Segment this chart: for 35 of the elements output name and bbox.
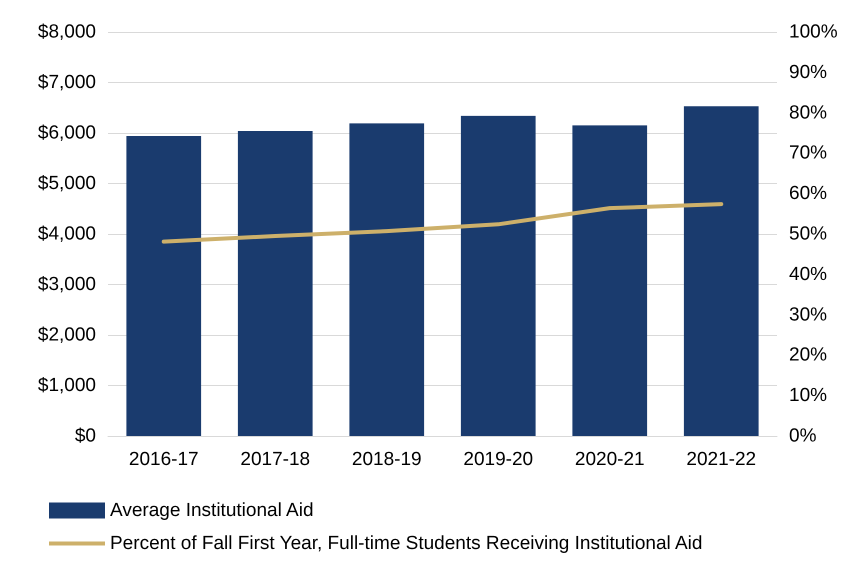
y-tick-label: $5,000	[38, 173, 96, 194]
legend-label: Percent of Fall First Year, Full-time Students Receiving Institutional Aid	[110, 533, 702, 554]
y2-tick-label: 70%	[789, 142, 828, 164]
x-tick-label: 2016-17	[128, 449, 199, 470]
y2-tick-label: 80%	[789, 102, 828, 124]
bar	[126, 136, 202, 436]
y2-tick-label: 60%	[789, 183, 828, 204]
y2-tick-label: 30%	[789, 304, 828, 326]
y2-tick-label: 20%	[789, 344, 828, 366]
y-tick-label: $0	[74, 426, 96, 446]
y2-tick-label: 10%	[789, 385, 828, 406]
legend-label: Average Institutional Aid	[110, 500, 314, 521]
y-tick-label: $4,000	[38, 224, 96, 244]
x-tick-label: 2018-19	[352, 449, 422, 470]
y2-tick-label: 50%	[789, 224, 828, 244]
y-tick-label: $2,000	[38, 324, 96, 346]
bar	[684, 106, 759, 436]
bar	[238, 130, 313, 436]
x-tick-label: 2019-20	[463, 449, 534, 470]
y-tick-label: $8,000	[38, 22, 96, 42]
y-tick-label: $6,000	[38, 122, 96, 144]
y-tick-label: $1,000	[38, 375, 96, 396]
x-tick-label: 2020-21	[574, 449, 645, 470]
x-tick-label: 2017-18	[240, 449, 310, 470]
bar	[460, 116, 536, 436]
y2-tick-label: 100%	[789, 22, 838, 42]
y-tick-label: $7,000	[38, 72, 96, 93]
x-tick-label: 2021-22	[686, 449, 756, 470]
y2-tick-label: 40%	[789, 264, 828, 285]
bar	[572, 125, 648, 436]
y2-tick-label: 0%	[789, 426, 817, 446]
y2-tick-label: 90%	[789, 62, 828, 83]
y-tick-label: $3,000	[38, 274, 96, 295]
bar	[349, 123, 424, 436]
line-series	[162, 202, 724, 244]
